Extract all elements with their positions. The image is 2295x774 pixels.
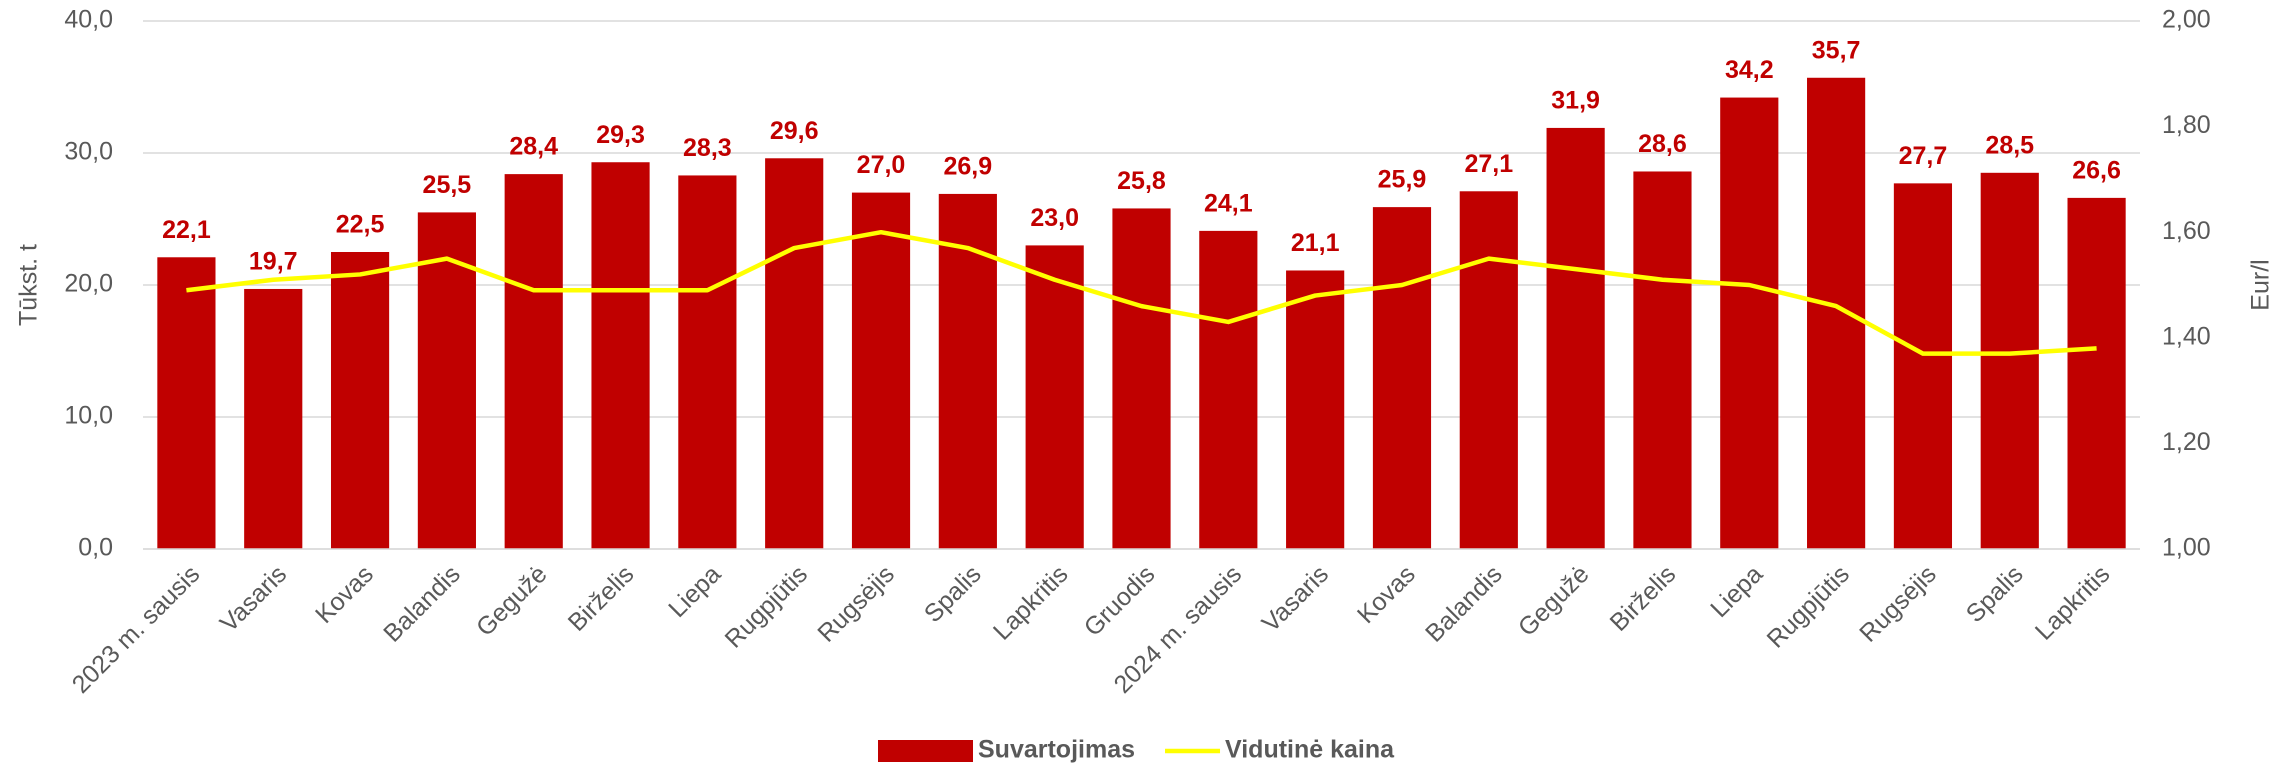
bar (504, 174, 563, 549)
y-tick-label: 0,0 (78, 534, 113, 562)
bar (1199, 230, 1258, 549)
legend-label: Suvartojimas (978, 736, 1135, 764)
data-label: 31,9 (1551, 87, 1600, 115)
data-label: 24,1 (1204, 189, 1253, 217)
x-tick-label: Gruodis (1079, 560, 1161, 642)
bar (1459, 191, 1518, 549)
x-tick-label: Liepa (1705, 560, 1768, 623)
x-tick-label: Rugsėjis (812, 560, 900, 648)
data-label: 23,0 (1030, 204, 1079, 232)
data-label: 29,3 (596, 121, 645, 149)
x-tick-label: Rugpjūtis (1762, 560, 1856, 654)
data-label: 34,2 (1725, 56, 1774, 84)
bar (1893, 183, 1953, 550)
y2-tick-label: 2,00 (2162, 6, 2211, 34)
x-tick-label: Rugpjūtis (720, 560, 814, 654)
data-label: 27,1 (1464, 150, 1513, 178)
data-label: 26,6 (2072, 156, 2121, 184)
bar (678, 175, 737, 549)
bar (1546, 127, 1605, 550)
x-tick-label: Vasaris (215, 560, 292, 637)
y-axis-title: Tūkst. t (15, 244, 43, 326)
data-label: 28,4 (509, 133, 558, 161)
bar (851, 192, 911, 549)
x-tick-label: Kovas (310, 560, 379, 629)
data-label: 28,6 (1638, 130, 1687, 158)
bar (330, 252, 390, 549)
y-tick-label: 40,0 (64, 6, 113, 34)
bar (1807, 77, 1866, 549)
data-label: 26,9 (944, 153, 993, 181)
x-tick-label: Rugsėjis (1854, 560, 1942, 648)
data-label: 25,8 (1117, 167, 1166, 195)
y2-tick-label: 1,00 (2162, 534, 2211, 562)
bar (1720, 97, 1779, 549)
legend-label: Vidutinė kaina (1225, 736, 1395, 764)
data-label: 27,7 (1899, 142, 1948, 170)
y-tick-label: 10,0 (64, 402, 113, 430)
data-label: 21,1 (1291, 229, 1340, 257)
y2-tick-label: 1,40 (2162, 322, 2211, 350)
bar (157, 257, 216, 549)
x-tick-label: Gegužė (471, 560, 553, 642)
x-tick-label: Kovas (1352, 560, 1421, 629)
x-tick-label: Liepa (663, 560, 726, 623)
bar (1372, 207, 1432, 549)
line (186, 229, 2097, 356)
x-tick-label: Vasaris (1257, 560, 1334, 637)
bar (765, 158, 824, 549)
x-tick-label: Lapkritis (2030, 560, 2116, 646)
bar (1112, 208, 1171, 549)
x-tick-label: Spalis (919, 560, 987, 628)
y2-tick-label: 1,80 (2162, 111, 2211, 139)
y2-tick-label: 1,20 (2162, 428, 2211, 456)
x-tick-label: Gegužė (1513, 560, 1595, 642)
bar (1633, 171, 1692, 550)
data-label: 25,9 (1378, 166, 1427, 194)
y-tick-label: 20,0 (64, 270, 113, 298)
y2-tick-label: 1,60 (2162, 217, 2211, 245)
bar (2067, 197, 2126, 549)
data-label: 35,7 (1812, 36, 1861, 64)
y-tick-label: 30,0 (64, 138, 113, 166)
legend-swatch (878, 740, 973, 762)
bar (417, 212, 476, 549)
bar (591, 162, 650, 550)
x-tick-label: Spalis (1961, 560, 2029, 628)
y2-axis-title: Eur/l (2247, 259, 2275, 310)
bar (1286, 270, 1345, 549)
data-label: 22,1 (162, 216, 211, 244)
bar (1980, 172, 2039, 550)
data-label: 27,0 (857, 151, 906, 179)
data-label: 28,5 (1985, 131, 2034, 159)
x-tick-label: Birželis (1605, 560, 1682, 637)
x-tick-label: Balandis (1420, 560, 1508, 648)
data-label: 19,7 (249, 248, 298, 276)
data-label: 28,3 (683, 134, 732, 162)
bar (1025, 245, 1084, 549)
data-label: 22,5 (336, 211, 385, 239)
data-label: 25,5 (423, 171, 472, 199)
bar (244, 288, 303, 549)
data-label: 29,6 (770, 117, 819, 145)
x-tick-label: 2023 m. sausis (67, 560, 206, 699)
x-tick-label: Balandis (378, 560, 466, 648)
x-tick-label: Birželis (563, 560, 640, 637)
x-tick-label: Lapkritis (988, 560, 1074, 646)
